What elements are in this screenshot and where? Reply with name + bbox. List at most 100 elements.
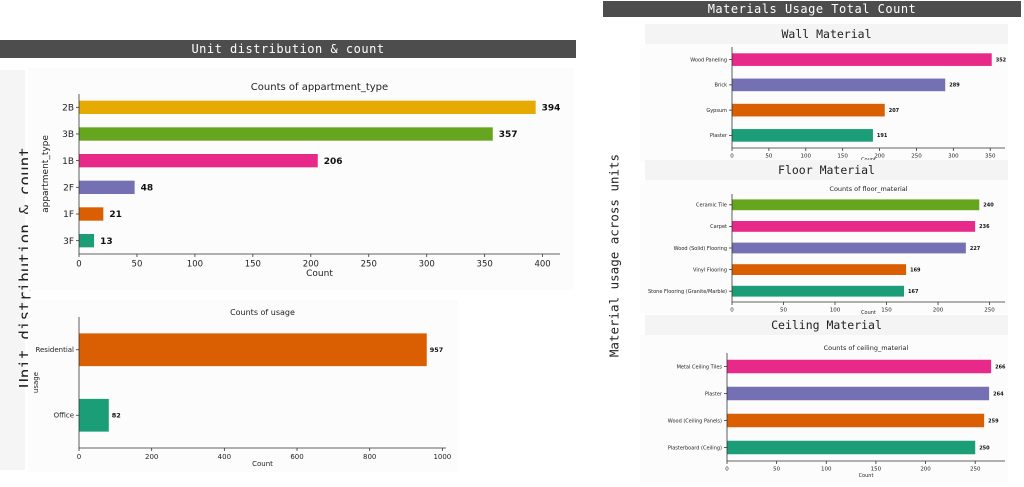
y-axis-label: usage xyxy=(32,372,40,393)
chart-background xyxy=(640,335,1008,483)
category-label: Carpet xyxy=(710,224,727,230)
bar-2f xyxy=(79,180,135,194)
bar-value-label: 352 xyxy=(996,57,1007,63)
x-tick-label: 400 xyxy=(218,453,231,461)
x-tick-label: 50 xyxy=(773,467,780,473)
x-tick-label: 400 xyxy=(534,260,550,270)
category-label: Wood (Ceiling Panels) xyxy=(668,418,722,424)
x-tick-label: 150 xyxy=(245,260,261,270)
x-tick-label: 200 xyxy=(933,308,944,314)
category-label: Plaster xyxy=(705,391,723,397)
x-tick-label: 600 xyxy=(290,453,303,461)
bar-value-label: 264 xyxy=(993,391,1004,397)
bar-value-label: 169 xyxy=(910,267,921,273)
category-label: Vinyl Flooring xyxy=(693,267,727,273)
category-label: Brick xyxy=(714,83,727,89)
chart-background xyxy=(28,300,458,472)
bar-2b xyxy=(79,100,536,114)
category-label: Metal Ceiling Tiles xyxy=(677,364,723,370)
bar-value-label: 191 xyxy=(877,133,888,139)
bar-plasterboard-ceiling- xyxy=(727,440,976,455)
bar-value-label: 167 xyxy=(908,289,919,295)
bar-value-label: 82 xyxy=(112,412,121,420)
bar-value-label: 236 xyxy=(979,224,990,230)
category-label: 3B xyxy=(62,130,74,140)
right-section-header-text: Materials Usage Total Count xyxy=(707,2,917,16)
bar-value-label: 240 xyxy=(983,203,994,209)
wall-material-header: Wall Material xyxy=(645,24,1008,45)
x-axis-label: Count xyxy=(861,310,876,314)
bar-plaster xyxy=(727,386,990,401)
category-label: Stone Flooring (Granite/Marble) xyxy=(648,289,727,295)
bar-carpet xyxy=(732,221,976,232)
right-section-header: Materials Usage Total Count xyxy=(603,1,1021,17)
x-tick-label: 100 xyxy=(187,260,203,270)
x-tick-label: 50 xyxy=(780,308,787,314)
bar-gypsum xyxy=(732,103,885,117)
x-tick-label: 100 xyxy=(821,467,832,473)
chart-title: Counts of floor_material xyxy=(829,185,907,193)
bar-1b xyxy=(79,154,318,168)
bar-value-label: 394 xyxy=(542,103,561,113)
bar-3b xyxy=(79,127,493,141)
x-tick-label: 250 xyxy=(970,467,981,473)
x-tick-label: 0 xyxy=(730,308,734,314)
bar-1f xyxy=(79,207,104,221)
bar-wood-paneling xyxy=(732,53,992,66)
bar-vinyl-flooring xyxy=(732,264,907,275)
category-label: Wood (Solid) Flooring xyxy=(674,246,727,252)
x-tick-label: 0 xyxy=(77,453,81,461)
category-label: 1F xyxy=(63,210,74,220)
x-tick-label: 350 xyxy=(985,154,996,160)
bar-wood-solid-flooring xyxy=(732,242,966,254)
wall-material-chart: 352 Wood Paneling 289 Brick 207 Gypsum 191 Plas… xyxy=(640,44,1008,162)
bar-value-label: 357 xyxy=(499,130,518,140)
chart-title: Counts of ceiling_material xyxy=(824,344,909,352)
bar-metal-ceiling-tiles xyxy=(727,359,992,374)
x-tick-label: 150 xyxy=(871,467,882,473)
x-axis-label: Count xyxy=(859,473,874,479)
bar-value-label: 250 xyxy=(979,445,990,451)
bar-value-label: 21 xyxy=(109,210,122,220)
bar-value-label: 289 xyxy=(949,83,960,89)
bar-office xyxy=(79,398,109,432)
category-label: Office xyxy=(54,412,74,420)
x-tick-label: 300 xyxy=(419,260,435,270)
x-tick-label: 100 xyxy=(830,308,841,314)
bar-value-label: 227 xyxy=(970,246,981,252)
y-axis-label: appartment_type xyxy=(41,135,51,213)
left-section-header-text: Unit distribution & count xyxy=(191,42,385,56)
floor-material-title: Floor Material xyxy=(778,163,875,177)
ceiling-material-chart: Counts of ceiling_material 266 Metal Ceili… xyxy=(640,335,1008,483)
bar-value-label: 206 xyxy=(324,157,343,167)
x-tick-label: 0 xyxy=(76,260,81,270)
apartment-type-chart: Counts of appartment_type 394 2B 357 3B 206 1B… xyxy=(28,68,574,290)
x-tick-label: 150 xyxy=(881,308,892,314)
x-tick-label: 250 xyxy=(984,308,995,314)
floor-material-header: Floor Material xyxy=(645,160,1008,181)
bar-value-label: 957 xyxy=(430,346,444,354)
bar-stone-flooring-granite-marble- xyxy=(732,285,905,297)
chart-title: Counts of usage xyxy=(230,308,295,317)
x-tick-label: 0 xyxy=(725,467,729,473)
x-tick-label: 350 xyxy=(477,260,493,270)
x-tick-label: 50 xyxy=(132,260,143,270)
x-tick-label: 1000 xyxy=(433,453,451,461)
left-section-header: Unit distribution & count xyxy=(0,40,576,58)
usage-chart: Counts of usage 957 Residential 82 Office 0 20… xyxy=(28,300,458,472)
bar-value-label: 259 xyxy=(988,418,999,424)
category-label: Wood Paneling xyxy=(690,57,727,63)
bar-ceramic-tile xyxy=(732,199,980,211)
category-label: Gypsum xyxy=(706,108,727,114)
category-label: Plasterboard (Ceiling) xyxy=(668,445,722,451)
x-tick-label: 50 xyxy=(765,154,772,160)
x-tick-label: 0 xyxy=(730,154,734,160)
x-tick-label: 300 xyxy=(948,154,959,160)
x-tick-label: 800 xyxy=(363,453,376,461)
bar-plaster xyxy=(732,129,873,142)
x-tick-label: 250 xyxy=(911,154,922,160)
ceiling-material-header: Ceiling Material xyxy=(645,315,1008,336)
category-label: Ceramic Tile xyxy=(696,203,727,209)
x-axis-label: Count xyxy=(252,460,273,468)
x-tick-label: 100 xyxy=(801,154,812,160)
